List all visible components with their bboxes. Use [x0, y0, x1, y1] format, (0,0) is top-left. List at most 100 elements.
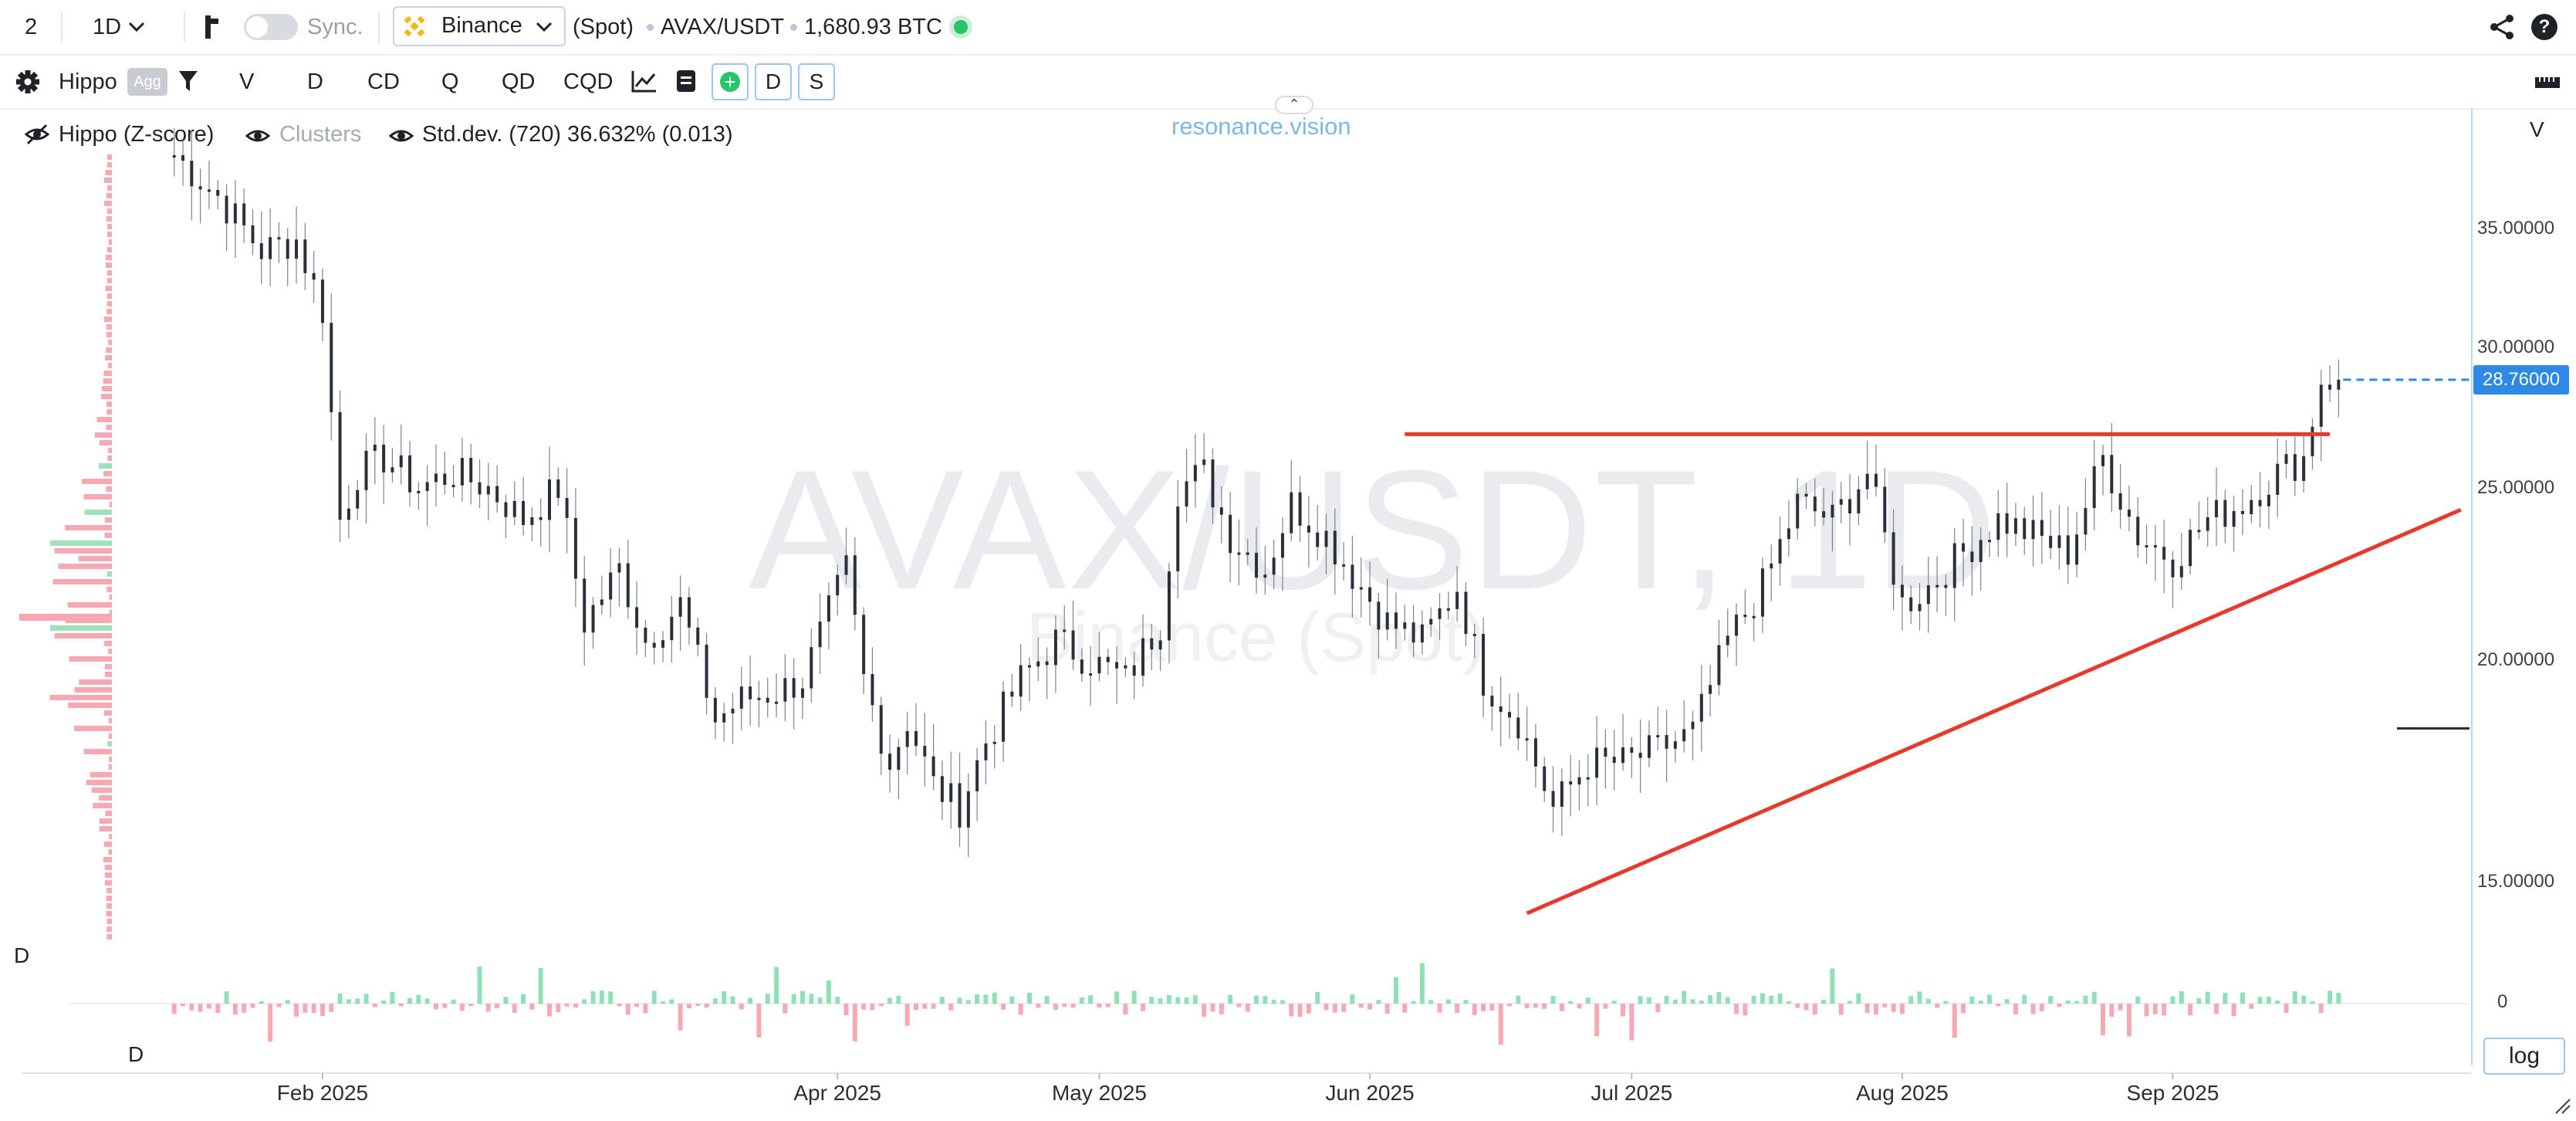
candle-body — [705, 645, 708, 698]
delta-bar — [1184, 997, 1189, 1004]
mode-cqd[interactable]: CQD — [563, 69, 614, 94]
profile-bar — [108, 718, 112, 723]
candle-body — [1063, 629, 1067, 632]
candle-body — [2040, 520, 2044, 537]
candle-body — [1533, 738, 1537, 767]
candle-body — [1804, 493, 1808, 497]
delta-bar — [843, 1004, 849, 1016]
sync-label: Sync. — [307, 15, 363, 39]
candle-body — [1822, 511, 1826, 518]
filter-icon[interactable] — [177, 69, 199, 93]
line-chart-icon[interactable] — [631, 69, 658, 93]
candle-body — [1699, 693, 1703, 722]
price-axis[interactable] — [2471, 108, 2473, 1065]
exchange-selector[interactable] — [393, 6, 566, 46]
dot-icon — [647, 24, 654, 31]
candle-body — [1150, 638, 1154, 650]
d-toggle-button[interactable]: D — [755, 63, 792, 100]
indicator-name[interactable]: Hippo — [59, 69, 117, 94]
profile-bar — [91, 787, 112, 793]
profile-bar — [104, 517, 112, 523]
profile-bar — [106, 278, 112, 283]
profile-bar — [106, 232, 112, 237]
help-icon[interactable]: ? — [2531, 14, 2557, 40]
candle-body — [1638, 753, 1642, 758]
delta-bar — [599, 991, 604, 1004]
candle-body — [1394, 612, 1398, 629]
candle-body — [2197, 530, 2201, 533]
candle-body — [1717, 645, 1721, 686]
delta-bar — [1952, 1004, 1957, 1038]
ruler-icon[interactable] — [2534, 74, 2561, 90]
delta-bar — [232, 1004, 238, 1015]
resize-handle-icon[interactable] — [2553, 1096, 2571, 1115]
document-icon[interactable] — [676, 69, 696, 93]
layout-selector[interactable]: 2 — [25, 15, 38, 39]
mode-q[interactable]: Q — [441, 69, 459, 94]
candle-body — [1691, 721, 1695, 730]
profile-bar — [103, 371, 112, 376]
candle-body — [1909, 597, 1913, 611]
share-icon[interactable] — [2490, 14, 2516, 40]
profile-bar — [94, 432, 112, 438]
interval-selector[interactable]: 1D — [93, 15, 122, 39]
eye-icon[interactable] — [245, 125, 270, 147]
mode-v[interactable]: V — [239, 69, 255, 94]
candle-body — [844, 555, 848, 575]
volume-pane-label[interactable]: V — [2530, 117, 2544, 141]
delta-bar — [739, 1004, 744, 1010]
delta-bar — [171, 1004, 177, 1014]
profile-bar — [74, 726, 112, 731]
delta-bar — [826, 980, 831, 1004]
pair-label[interactable]: AVAX/USDT — [661, 15, 785, 39]
delta-bar — [774, 967, 779, 1004]
candle-body — [661, 640, 665, 648]
candle-body — [1377, 601, 1381, 630]
profile-bar — [69, 656, 112, 662]
legend-hippo[interactable]: Hippo (Z-score) — [59, 122, 215, 147]
chevron-down-icon[interactable] — [128, 22, 145, 32]
trendlines[interactable] — [1405, 432, 2462, 916]
candle-body — [888, 754, 892, 770]
delta-bar — [459, 1004, 465, 1011]
delta-bar — [1332, 1004, 1337, 1013]
delta-bar — [1210, 1004, 1215, 1012]
eye-icon[interactable] — [389, 125, 414, 147]
candle-body — [2066, 535, 2070, 565]
mode-qd[interactable]: QD — [502, 69, 536, 94]
candle-body — [2293, 454, 2297, 481]
profile-bar — [19, 614, 112, 621]
profile-pane-label: D — [14, 943, 30, 967]
candle-body — [1516, 717, 1520, 739]
log-scale-button[interactable]: log — [2483, 1038, 2565, 1075]
delta-bar — [390, 991, 395, 1004]
mode-cd[interactable]: CD — [367, 69, 400, 94]
y-tick-label: 30.00000 — [2477, 336, 2555, 357]
candle-body — [573, 517, 577, 579]
candle-body — [1604, 747, 1607, 757]
agg-badge[interactable]: Agg — [127, 68, 167, 96]
candle-body — [2337, 379, 2341, 390]
delta-bar — [1699, 1001, 1704, 1004]
candle-body — [347, 508, 350, 520]
delta-bar — [686, 1004, 691, 1009]
candle-body — [905, 730, 909, 747]
candle-body — [382, 444, 386, 472]
legend-stddev[interactable]: Std.dev. (720) 36.632% (0.013) — [422, 122, 733, 147]
add-indicator-button[interactable]: + — [712, 63, 749, 100]
gear-icon[interactable] — [15, 69, 40, 94]
candle-body — [1883, 486, 1887, 533]
delta-bar — [1402, 1004, 1408, 1013]
eye-off-icon[interactable] — [25, 124, 49, 145]
s-toggle-button[interactable]: S — [798, 63, 835, 100]
bar-style-icon[interactable] — [204, 14, 221, 40]
candle-body — [1141, 638, 1145, 676]
sync-toggle[interactable] — [244, 14, 298, 40]
legend-clusters[interactable]: Clusters — [279, 122, 362, 147]
profile-bar — [99, 826, 112, 831]
delta-bar — [1166, 994, 1171, 1004]
delta-bar — [564, 1004, 570, 1007]
collapse-toolbar-button[interactable]: ⌃ — [1275, 96, 1313, 114]
mode-d[interactable]: D — [307, 69, 323, 94]
